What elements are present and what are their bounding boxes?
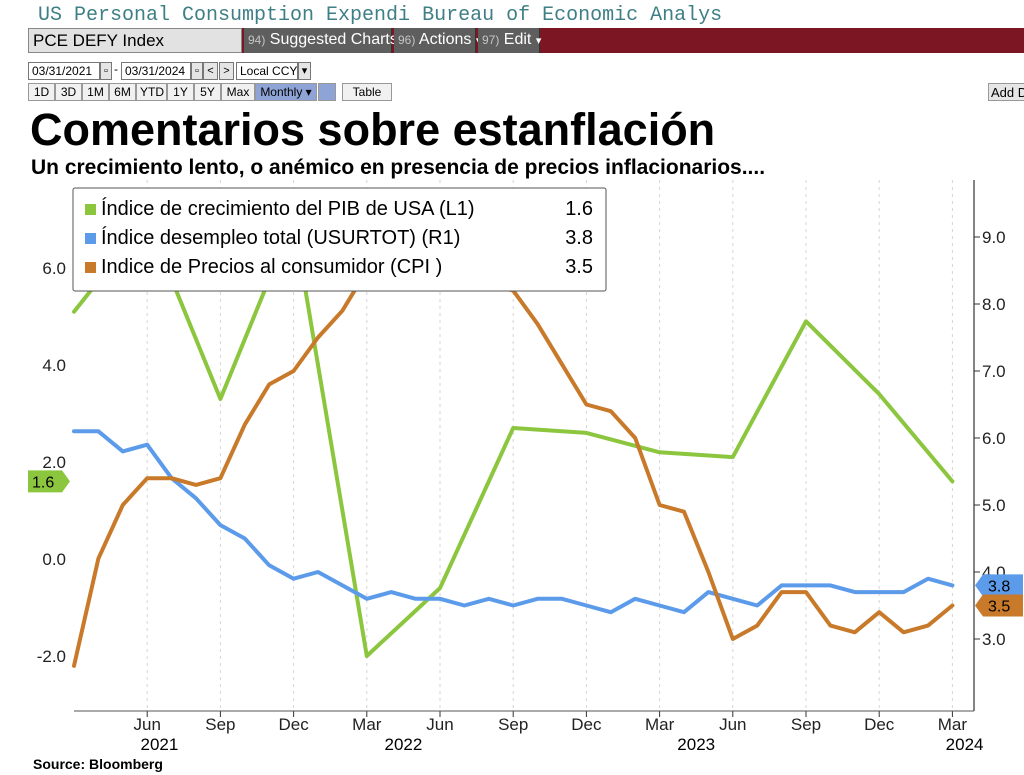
- start-date-input[interactable]: 03/31/2021: [28, 62, 100, 80]
- x-tick-label: Mar: [645, 715, 675, 734]
- unemployment-value-flag-bg: [975, 574, 1023, 597]
- right-y-tick-label: 6.0: [982, 429, 1006, 448]
- add-data-button[interactable]: Add Data: [988, 83, 1024, 101]
- period-1d-button[interactable]: 1D: [28, 83, 55, 101]
- gdp-value-flag-text: 1.6: [32, 474, 54, 491]
- period-ytd-button[interactable]: YTD: [136, 83, 167, 101]
- legend-item-unemployment-label: Índice desempleo total (USURTOT) (R1): [101, 226, 460, 249]
- chevron-down-icon[interactable]: ▾: [298, 62, 311, 80]
- next-arrow-icon[interactable]: >: [219, 62, 234, 80]
- edit-button[interactable]: 97) Edit ▾: [478, 28, 542, 53]
- gdp-value-flag-bg: [28, 470, 70, 493]
- suggested-charts-button[interactable]: 94) Suggested Charts ▾: [244, 28, 408, 53]
- period-max-button[interactable]: Max: [221, 83, 255, 101]
- x-tick-label: Jun: [719, 715, 746, 734]
- x-tick-label: Jun: [133, 715, 160, 734]
- left-y-tick-label: 4.0: [42, 356, 66, 375]
- security-title: US Personal Consumption Expendi Bureau o…: [38, 4, 723, 27]
- x-tick-label: Dec: [864, 715, 895, 734]
- period-6m-button[interactable]: 6M: [109, 83, 136, 101]
- last-value-flags: 1.6 3.8 3.5: [28, 470, 1023, 617]
- x-tick-label: Dec: [571, 715, 602, 734]
- edit-label: Edit: [503, 31, 532, 48]
- x-year-label: 2023: [677, 735, 715, 754]
- table-button[interactable]: Table: [342, 83, 392, 101]
- legend: Índice de crecimiento del PIB de USA (L1…: [72, 187, 607, 292]
- x-year-label: 2022: [384, 735, 422, 754]
- cpi-value-flag-bg: [975, 594, 1023, 617]
- legend-item-cpi-label: Indice de Precios al consumidor (CPI ): [101, 256, 442, 278]
- chevron-down-icon: ▾: [535, 35, 542, 47]
- end-date-input[interactable]: 03/31/2024: [121, 62, 191, 80]
- suggested-label: Suggested Charts: [269, 31, 398, 48]
- frequency-select[interactable]: Monthly ▾: [255, 83, 317, 101]
- chart-type-icon[interactable]: [318, 83, 336, 101]
- x-year-label: 2021: [140, 735, 178, 754]
- right-y-tick-label: 7.0: [982, 362, 1006, 381]
- ticker-input[interactable]: PCE DEFY Index: [28, 28, 242, 53]
- left-y-tick-label: 2.0: [42, 453, 66, 472]
- grid: [146, 180, 953, 711]
- period-1y-button[interactable]: 1Y: [167, 83, 194, 101]
- x-tick-label: Mar: [352, 715, 382, 734]
- x-tick-label: Dec: [278, 715, 309, 734]
- left-y-tick-label: -2.0: [37, 647, 66, 666]
- x-tick-label: Sep: [205, 715, 235, 734]
- actions-shortcut: 96): [398, 33, 416, 47]
- legend-item-cpi-swatch: [85, 262, 96, 273]
- period-1m-button[interactable]: 1M: [82, 83, 109, 101]
- left-y-tick-label: 0.0: [42, 550, 66, 569]
- toolbar: PCE DEFY Index 94) Suggested Charts ▾ 96…: [28, 28, 1024, 53]
- legend-box: [72, 187, 607, 292]
- period-5y-button[interactable]: 5Y: [194, 83, 221, 101]
- legend-item-unemployment-value: 3.8: [565, 227, 593, 249]
- right-y-tick-label: 9.0: [982, 228, 1006, 247]
- legend-item-gdp-value: 1.6: [565, 198, 593, 220]
- cpi-value-flag-text: 3.5: [988, 599, 1010, 616]
- suggested-shortcut: 94): [248, 33, 266, 47]
- prev-arrow-icon[interactable]: <: [203, 62, 218, 80]
- left-y-tick-label: 6.0: [42, 259, 66, 278]
- actions-button[interactable]: 96) Actions ▾: [394, 28, 481, 53]
- actions-label: Actions: [418, 31, 472, 48]
- x-tick-label: Sep: [791, 715, 821, 734]
- legend-item-gdp-label: Índice de crecimiento del PIB de USA (L1…: [101, 197, 475, 220]
- legend-item-gdp-swatch: [85, 204, 96, 215]
- x-tick-label: Jun: [426, 715, 453, 734]
- x-axis-ticks: Jun Sep Dec Mar Jun Sep Dec Mar Jun Sep Dec Mar 2021…: [74, 710, 984, 754]
- source-note: Source: Bloomberg: [33, 756, 163, 772]
- right-y-tick-label: 3.0: [982, 630, 1006, 649]
- chart: 6.04.02.00.0-2.09.08.07.06.05.04.03.0 Ju…: [28, 180, 1023, 754]
- x-tick-label: Sep: [498, 715, 528, 734]
- calendar-icon[interactable]: ▫: [191, 62, 203, 80]
- chart-subtitle: Un crecimiento lento, o anémico en prese…: [31, 156, 766, 179]
- unemployment-value-flag-text: 3.8: [988, 578, 1010, 595]
- chart-headline: Comentarios sobre estanflación: [30, 104, 716, 155]
- edit-shortcut: 97): [482, 33, 500, 47]
- period-3d-button[interactable]: 3D: [55, 83, 82, 101]
- right-y-tick-label: 5.0: [982, 496, 1006, 515]
- date-separator: -: [114, 62, 118, 76]
- currency-select[interactable]: Local CCY: [236, 62, 298, 80]
- y-axis-ticks: 6.04.02.00.0-2.09.08.07.06.05.04.03.0: [37, 228, 1006, 666]
- unemployment-series-line: [72, 429, 955, 615]
- right-y-tick-label: 8.0: [982, 295, 1006, 314]
- legend-item-cpi-value: 3.5: [565, 256, 593, 278]
- calendar-icon[interactable]: ▫: [100, 62, 112, 80]
- x-year-label: 2024: [946, 735, 984, 754]
- legend-item-unemployment-swatch: [85, 233, 96, 244]
- gdp-series-line: [72, 217, 955, 658]
- x-tick-label: Mar: [938, 715, 968, 734]
